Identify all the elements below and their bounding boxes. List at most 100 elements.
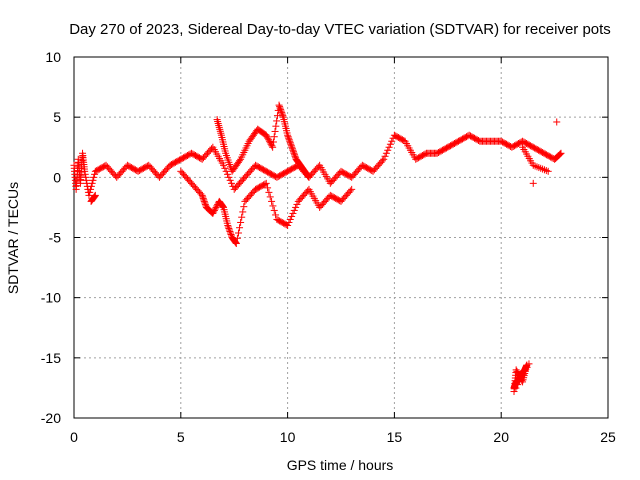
data-point [557, 149, 565, 157]
data-point-interp [279, 112, 287, 120]
data-point-interp [91, 170, 99, 178]
data-point [519, 378, 527, 386]
data-point-interp [285, 134, 293, 142]
data-point-interp [276, 104, 284, 112]
data-point-interp [304, 172, 312, 180]
data-point-interp [89, 176, 97, 184]
grid-lines [74, 57, 608, 418]
data-point-interp [86, 188, 94, 196]
data-point-interp [201, 199, 209, 207]
data-point-interp [81, 170, 89, 178]
data-point-interp [271, 127, 279, 135]
data-point-interp [287, 142, 295, 150]
data-point-interp [225, 224, 233, 232]
data-point-interp [268, 142, 276, 150]
data-point-interp [200, 197, 208, 205]
data-point-interp [289, 209, 297, 217]
data-point-interp [210, 208, 218, 216]
data-point [232, 240, 240, 248]
data-point-interp [226, 229, 234, 237]
data-point-interp [224, 223, 232, 231]
data-point [348, 185, 356, 193]
data-point-interp [289, 148, 297, 156]
data-point-interp [290, 149, 298, 157]
data-point-interp [218, 202, 226, 210]
data-point [198, 191, 206, 199]
y-tick-label: -15 [41, 350, 61, 366]
data-point [91, 191, 99, 199]
data-point-interp [269, 202, 277, 210]
data-point-interp [232, 239, 240, 247]
y-tick-label: 0 [53, 169, 61, 185]
data-point-interp [87, 185, 95, 193]
data-point-interp [227, 230, 235, 238]
data-point-interp [210, 206, 218, 214]
data-point-interp [273, 117, 281, 125]
data-point-interp [378, 157, 386, 165]
data-point-interp [286, 215, 294, 223]
data-point [269, 143, 277, 151]
data-point-interp [382, 149, 390, 157]
data-point [262, 179, 270, 187]
x-tick-label: 0 [70, 429, 78, 445]
data-point-interp [278, 109, 286, 117]
data-point-interp [288, 145, 296, 153]
data-point-interp [219, 203, 227, 211]
data-point-interp [291, 151, 299, 159]
data-point-interp [82, 176, 90, 184]
data-point-interp [268, 197, 276, 205]
data-point [305, 173, 313, 181]
data-point-interp [264, 184, 272, 192]
data-point-interp [224, 170, 232, 178]
data-point [85, 191, 93, 199]
data-point-interp [263, 133, 271, 141]
data-point-interp [90, 193, 98, 201]
data-point-interp [265, 136, 273, 144]
data-point-interp [200, 196, 208, 204]
data-point [529, 179, 537, 187]
data-point-interp [199, 194, 207, 202]
data-point-interp [221, 164, 229, 172]
data-point [275, 101, 283, 109]
data-point-interp [211, 205, 219, 213]
x-tick-label: 20 [493, 429, 509, 445]
axis-ticks: 0 5 10 15 20 25 -20 -15 -10 -5 0 5 10 [41, 49, 616, 445]
y-tick-label: 5 [53, 109, 61, 125]
data-point-interp [87, 182, 95, 190]
data-point-interp [556, 150, 564, 158]
data-point-interp [286, 139, 294, 147]
x-tick-label: 10 [280, 429, 296, 445]
data-point-interp [240, 203, 248, 211]
data-point-interp [385, 143, 393, 151]
data-point-interp [238, 213, 246, 221]
data-point [262, 131, 270, 139]
data-point-interp [304, 173, 312, 181]
data-point-interp [555, 151, 563, 159]
data-point-interp [286, 137, 294, 145]
data-point-interp [231, 238, 239, 246]
data-point-interp [225, 226, 233, 234]
y-tick-label: -20 [41, 410, 61, 426]
data-point-interp [222, 167, 230, 175]
data-point-interp [233, 234, 241, 242]
data-point [284, 131, 292, 139]
data-points [70, 101, 565, 396]
data-point-interp [91, 192, 99, 200]
data-point-interp [384, 146, 392, 154]
data-point-interp [289, 146, 297, 154]
data-point-interp [381, 152, 389, 160]
data-point [284, 221, 292, 229]
y-tick-label: 10 [45, 49, 61, 65]
data-point-interp [272, 122, 280, 130]
data-point-interp [201, 200, 209, 208]
data-point [553, 118, 561, 126]
data-point-interp [234, 229, 242, 237]
data-point-interp [237, 218, 245, 226]
data-point-interp [291, 152, 299, 160]
data-point-interp [88, 179, 96, 187]
data-point-interp [226, 227, 234, 235]
data-point-interp [278, 110, 286, 118]
data-point-interp [292, 203, 300, 211]
data-point [544, 167, 552, 175]
data-point-interp [261, 180, 269, 188]
